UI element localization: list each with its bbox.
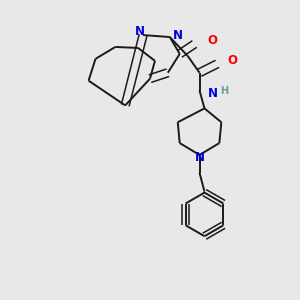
Text: O: O: [227, 54, 237, 67]
Text: N: N: [173, 28, 183, 42]
Text: N: N: [208, 87, 218, 100]
Text: O: O: [208, 34, 218, 46]
Text: N: N: [194, 152, 205, 164]
Text: N: N: [135, 25, 145, 38]
Text: H: H: [220, 85, 229, 96]
